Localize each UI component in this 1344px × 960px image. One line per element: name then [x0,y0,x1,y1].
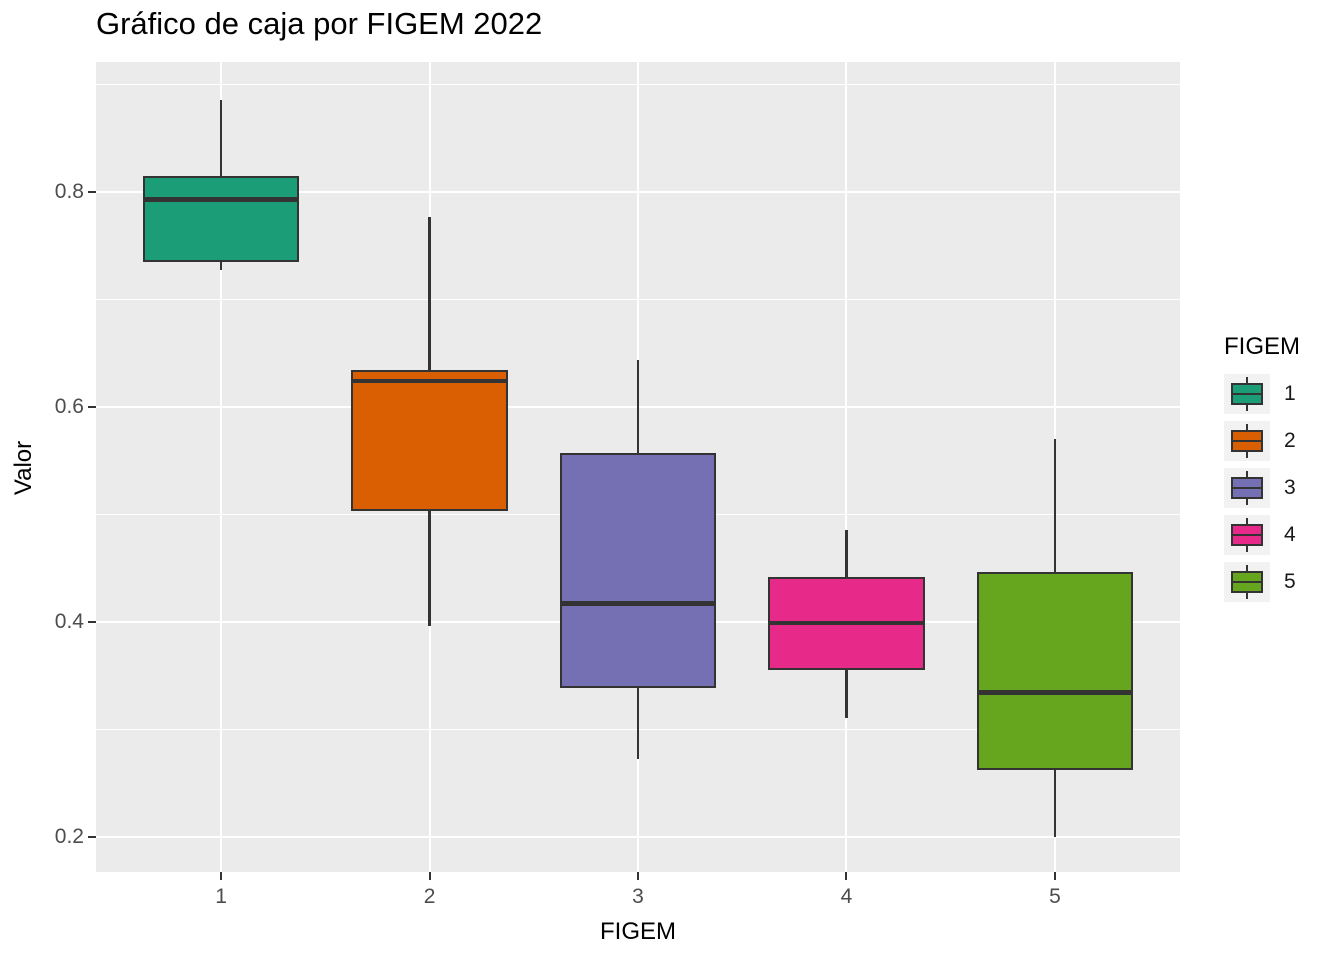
legend-key-median-icon [1231,439,1263,443]
plot-title: Gráfico de caja por FIGEM 2022 [96,6,543,41]
x-tick-label: 1 [215,885,227,908]
major-gridline-x [845,62,848,872]
y-tick-mark [88,190,96,193]
boxplot-median-5 [976,690,1134,695]
boxplot-box-5 [976,572,1134,770]
y-tick-mark [88,835,96,838]
legend-item-label: 2 [1284,429,1296,452]
x-tick-mark [637,872,639,880]
y-tick-mark [88,620,96,623]
x-tick-label: 3 [632,885,644,908]
y-tick-label: 0.4 [54,609,84,633]
x-tick-label: 4 [840,885,853,908]
legend-item-label: 1 [1284,382,1296,405]
boxplot-median-2 [351,378,508,384]
legend: FIGEM 1 2 3 4 5 [1224,333,1342,609]
legend-key-median-icon [1231,486,1263,490]
x-axis-title: FIGEM [600,918,676,945]
legend-key-2 [1224,421,1270,461]
boxplot-box-1 [142,175,300,262]
legend-key-median-icon [1231,580,1263,584]
x-tick-label: 2 [423,885,436,908]
legend-key-3 [1224,468,1270,508]
legend-item-label: 4 [1284,523,1296,546]
legend-item-label: 5 [1284,570,1296,593]
boxplot-median-3 [559,601,717,606]
y-tick-mark [88,405,96,408]
legend-key-median-icon [1231,392,1263,396]
boxplot-box-2 [351,370,508,512]
legend-key-5 [1224,562,1270,602]
major-gridline-x [220,62,223,872]
y-axis-title: Valor [10,440,37,496]
legend-key-median-icon [1231,533,1263,537]
legend-item-4: 4 [1224,515,1342,555]
boxplot-median-1 [142,197,300,202]
plot-panel [96,62,1180,872]
y-tick-label: 0.2 [54,824,84,848]
x-tick-mark [845,872,848,880]
legend-item-2: 2 [1224,421,1342,461]
x-tick-mark [428,872,431,880]
x-tick-mark [220,872,223,880]
legend-item-5: 5 [1224,562,1342,602]
legend-item-label: 3 [1284,476,1296,499]
x-tick-label: 5 [1049,885,1061,908]
legend-item-1: 1 [1224,374,1342,414]
boxplot-median-4 [768,620,925,626]
legend-key-4 [1224,515,1270,555]
y-tick-label: 0.8 [54,179,84,203]
x-tick-mark [1053,872,1056,880]
legend-item-3: 3 [1224,468,1342,508]
boxplot-box-3 [559,453,717,689]
legend-key-1 [1224,374,1270,414]
y-tick-label: 0.6 [54,394,84,418]
legend-title: FIGEM [1224,333,1300,360]
legend-items: 1 2 3 4 5 [1224,374,1342,602]
